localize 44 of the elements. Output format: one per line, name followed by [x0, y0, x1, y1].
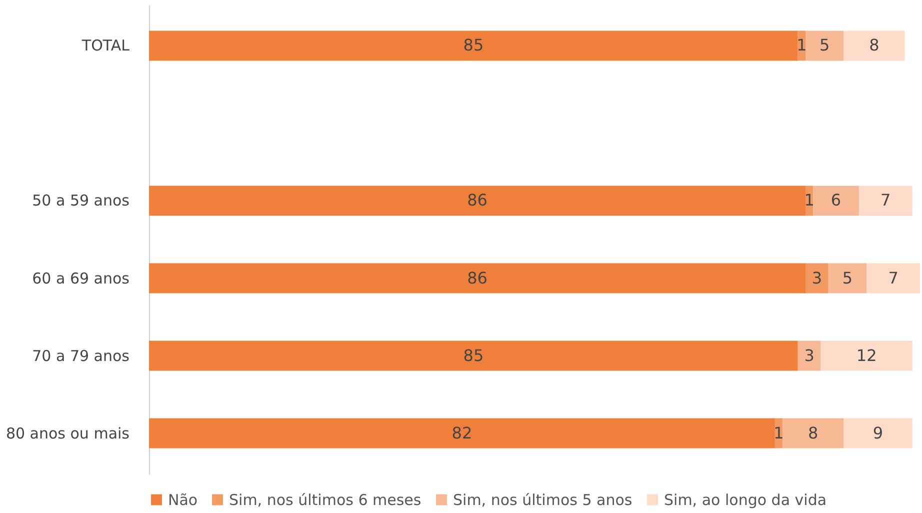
bar — [798, 340, 821, 371]
data-label: 3 — [804, 346, 814, 365]
data-label: 85 — [463, 346, 484, 365]
data-label: 86 — [467, 268, 488, 288]
data-label: 1 — [796, 36, 807, 55]
bar — [866, 263, 920, 294]
data-label: 86 — [467, 190, 488, 210]
data-label: 5 — [842, 268, 853, 288]
bar — [149, 30, 798, 61]
data-label: 9 — [872, 423, 884, 442]
bar — [149, 418, 775, 448]
bar — [805, 30, 844, 61]
legend-label: Não — [168, 490, 198, 509]
y-tick-label: 50 a 59 anos — [32, 192, 130, 210]
data-label: 82 — [452, 423, 472, 442]
data-label: 8 — [869, 36, 880, 55]
data-label: 85 — [463, 36, 484, 55]
bar — [805, 263, 828, 294]
y-tick-label: 80 anos ou mais — [6, 424, 130, 442]
data-label: 3 — [812, 268, 822, 288]
bar — [149, 340, 798, 371]
data-label: 7 — [880, 190, 891, 210]
bar — [844, 30, 905, 61]
legend-label: Sim, nos últimos 6 meses — [229, 490, 422, 509]
data-label: 6 — [830, 190, 842, 210]
y-tick-label: TOTAL — [80, 36, 130, 55]
legend-label: Sim, nos últimos 5 anos — [453, 490, 632, 509]
data-label: 12 — [856, 346, 877, 365]
bar — [858, 186, 912, 216]
data-label: 1 — [804, 190, 814, 210]
data-label: 1 — [774, 423, 784, 442]
data-label: 7 — [888, 268, 898, 288]
bar — [782, 418, 844, 448]
data-label: 5 — [819, 36, 830, 55]
legend-label: Sim, ao longo da vida — [664, 490, 827, 509]
bar — [149, 186, 806, 216]
bar — [813, 186, 859, 216]
bar — [149, 263, 806, 294]
bar — [820, 340, 912, 371]
bar — [828, 263, 867, 294]
bar — [844, 418, 912, 448]
data-label: 8 — [808, 423, 818, 442]
y-tick-label: 60 a 69 anos — [32, 269, 130, 288]
y-tick-label: 70 a 79 anos — [32, 346, 130, 365]
